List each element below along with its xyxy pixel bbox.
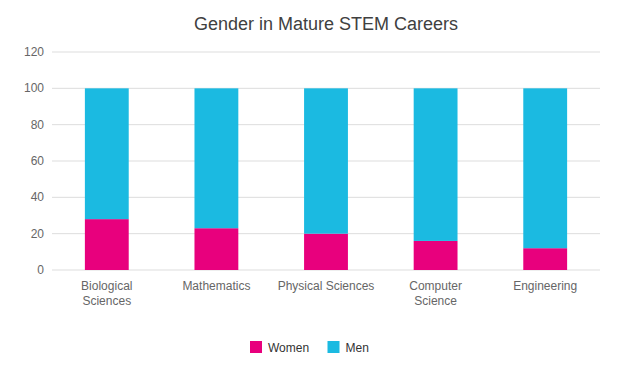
legend-swatch xyxy=(328,341,340,353)
chart-title: Gender in Mature STEM Careers xyxy=(194,14,458,34)
y-tick-label: 80 xyxy=(31,118,45,132)
y-tick-label: 100 xyxy=(24,81,44,95)
bar xyxy=(414,88,458,241)
bar xyxy=(523,88,567,248)
label-line: Sciences xyxy=(82,294,131,308)
series-1 xyxy=(85,88,567,248)
y-tick-label: 0 xyxy=(37,263,44,277)
x-tick-label: Engineering xyxy=(513,279,577,293)
bar xyxy=(523,248,567,270)
y-axis: 0 20 40 60 80 100 120 xyxy=(24,45,600,277)
label-line: Biological xyxy=(81,279,132,293)
legend-label: Men xyxy=(346,341,369,355)
y-tick-label: 40 xyxy=(31,190,45,204)
bar xyxy=(304,234,348,270)
label-line: Engineering xyxy=(513,279,577,293)
bar xyxy=(304,88,348,233)
y-tick-label: 120 xyxy=(24,45,44,59)
legend-swatch xyxy=(250,341,262,353)
bar xyxy=(194,228,238,270)
chart: Gender in Mature STEM Careers 0 20 40 60 80 10… xyxy=(0,0,620,373)
label-line: Science xyxy=(414,294,457,308)
x-tick-label: Mathematics xyxy=(182,279,250,293)
label-line: Mathematics xyxy=(182,279,250,293)
label-line: Physical Sciences xyxy=(278,279,375,293)
bar xyxy=(414,241,458,270)
bar xyxy=(85,88,129,219)
grid-line xyxy=(52,52,600,53)
x-tick-label: ComputerScience xyxy=(409,279,462,308)
label-line: Computer xyxy=(409,279,462,293)
bars xyxy=(85,88,567,270)
legend-label: Women xyxy=(268,341,309,355)
y-tick-label: 20 xyxy=(31,227,45,241)
x-tick-label: BiologicalSciences xyxy=(81,279,132,308)
x-axis: BiologicalSciences Mathematics Physical Sc… xyxy=(81,279,577,308)
y-tick-label: 60 xyxy=(31,154,45,168)
bar xyxy=(85,219,129,270)
legend: Women Men xyxy=(250,341,369,355)
bar xyxy=(194,88,238,228)
x-tick-label: Physical Sciences xyxy=(278,279,375,293)
